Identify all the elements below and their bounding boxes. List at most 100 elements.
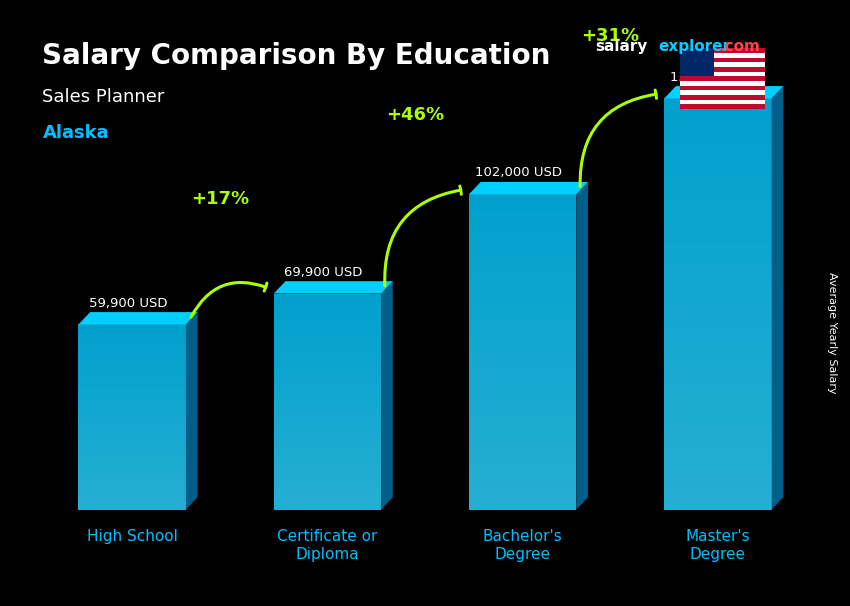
Bar (78, 491, 186, 501)
Bar (78, 408, 186, 417)
Text: 59,900 USD: 59,900 USD (89, 296, 167, 310)
Bar (78, 482, 186, 491)
Text: +31%: +31% (581, 27, 639, 45)
Polygon shape (78, 312, 197, 324)
Bar (469, 336, 576, 352)
Bar (274, 358, 381, 369)
Bar (469, 478, 576, 494)
Bar (274, 326, 381, 337)
Bar (680, 48, 714, 76)
Bar (469, 226, 576, 242)
Bar (274, 467, 381, 477)
Text: +46%: +46% (386, 106, 445, 124)
Bar (78, 334, 186, 343)
Bar (78, 380, 186, 389)
Bar (664, 139, 772, 160)
Bar (664, 119, 772, 139)
Bar (78, 464, 186, 473)
Text: Sales Planner: Sales Planner (42, 88, 165, 106)
Bar (469, 399, 576, 415)
Bar (680, 95, 765, 100)
Bar (469, 289, 576, 305)
Polygon shape (381, 281, 393, 510)
Bar (274, 413, 381, 423)
Bar (469, 258, 576, 273)
Bar (274, 434, 381, 445)
Polygon shape (772, 86, 783, 510)
FancyBboxPatch shape (469, 195, 576, 510)
Bar (78, 445, 186, 454)
Bar (664, 263, 772, 284)
Bar (680, 72, 765, 76)
Bar (274, 348, 381, 358)
Bar (274, 315, 381, 326)
Bar (78, 473, 186, 482)
Bar (78, 362, 186, 371)
Bar (680, 104, 765, 109)
Bar (469, 462, 576, 478)
Text: Master's
Degree: Master's Degree (686, 530, 751, 562)
Bar (469, 447, 576, 462)
Bar (274, 488, 381, 499)
Bar (78, 324, 186, 334)
Bar (664, 181, 772, 201)
Bar (680, 81, 765, 86)
Polygon shape (274, 281, 393, 293)
Bar (78, 426, 186, 436)
Bar (469, 368, 576, 384)
Bar (469, 415, 576, 431)
Bar (664, 448, 772, 468)
Bar (469, 321, 576, 336)
Text: +17%: +17% (191, 190, 249, 208)
FancyBboxPatch shape (78, 324, 186, 510)
Bar (469, 352, 576, 368)
Text: 133,000 USD: 133,000 USD (671, 71, 757, 84)
Bar (680, 90, 765, 95)
Bar (78, 371, 186, 380)
Bar (664, 222, 772, 242)
Polygon shape (576, 182, 588, 510)
Bar (469, 384, 576, 399)
Bar (664, 427, 772, 448)
Bar (680, 86, 765, 90)
Bar (680, 62, 765, 67)
Text: Salary Comparison By Education: Salary Comparison By Education (42, 42, 551, 70)
Bar (680, 53, 765, 58)
Text: Average Yearly Salary: Average Yearly Salary (827, 273, 837, 394)
Text: Bachelor's
Degree: Bachelor's Degree (483, 530, 563, 562)
Bar (664, 468, 772, 489)
Bar (274, 369, 381, 380)
Bar (680, 48, 765, 53)
Bar (274, 402, 381, 413)
Bar (78, 389, 186, 399)
Bar (680, 58, 765, 62)
Bar (664, 386, 772, 407)
Bar (664, 366, 772, 386)
Bar (274, 445, 381, 456)
Text: 102,000 USD: 102,000 USD (475, 167, 562, 179)
Bar (274, 293, 381, 304)
Bar (78, 343, 186, 352)
Bar (469, 494, 576, 510)
Bar (469, 305, 576, 321)
Bar (680, 100, 765, 104)
Bar (274, 499, 381, 510)
Bar (274, 337, 381, 348)
Text: 69,900 USD: 69,900 USD (284, 265, 363, 279)
Bar (469, 210, 576, 226)
Bar (274, 477, 381, 488)
Bar (664, 407, 772, 427)
Bar (78, 417, 186, 426)
Bar (78, 399, 186, 408)
Bar (274, 423, 381, 434)
Text: explorer: explorer (659, 39, 731, 55)
Bar (274, 304, 381, 315)
Bar (274, 391, 381, 402)
Bar (664, 160, 772, 181)
Bar (664, 345, 772, 366)
Polygon shape (469, 182, 588, 195)
Text: Certificate or
Diploma: Certificate or Diploma (277, 530, 377, 562)
Text: salary: salary (595, 39, 648, 55)
Bar (664, 304, 772, 325)
Bar (680, 67, 765, 72)
